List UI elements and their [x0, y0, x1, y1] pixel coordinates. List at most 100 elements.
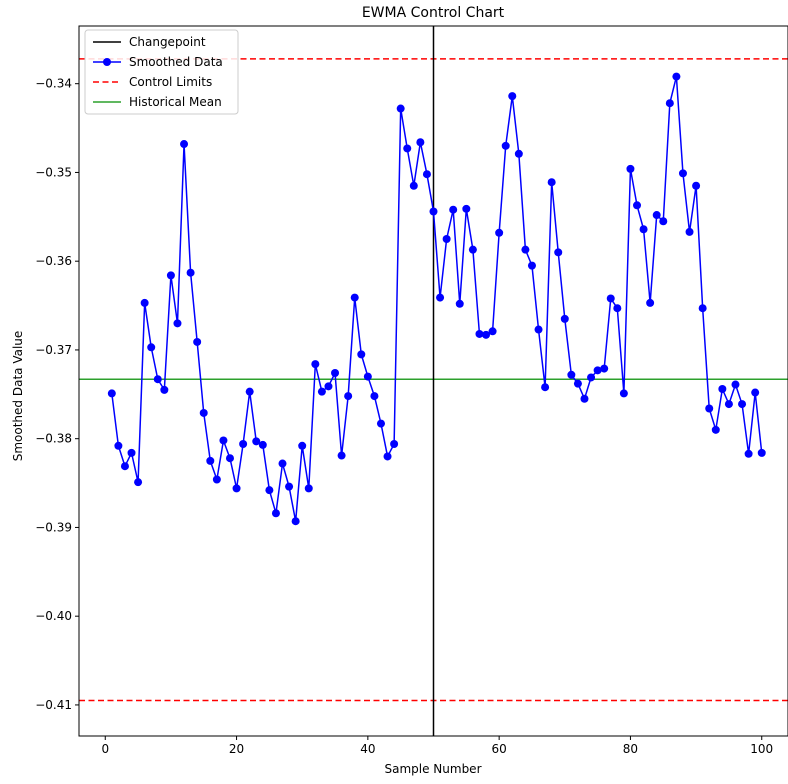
data-point — [455, 299, 464, 308]
data-point — [331, 369, 340, 378]
data-point — [291, 517, 300, 526]
data-point — [560, 314, 569, 323]
plot-area — [78, 25, 788, 737]
data-point — [416, 138, 425, 147]
data-point — [337, 451, 346, 460]
data-point — [580, 394, 589, 403]
data-point — [573, 379, 582, 388]
data-point — [173, 319, 182, 328]
data-point — [731, 380, 740, 389]
data-point — [436, 293, 445, 302]
y-tick-label: −0.35 — [35, 165, 72, 179]
data-point — [403, 144, 412, 153]
data-point — [147, 343, 156, 352]
data-point — [107, 389, 116, 398]
y-tick-label: −0.38 — [35, 432, 72, 446]
data-point — [501, 141, 510, 150]
data-point — [619, 389, 628, 398]
data-point — [324, 382, 333, 391]
plot-content — [79, 26, 788, 736]
data-point — [127, 448, 136, 457]
data-point — [199, 408, 208, 417]
data-point — [390, 440, 399, 449]
data-point — [422, 170, 431, 179]
data-point — [383, 452, 392, 461]
data-point — [495, 228, 504, 237]
data-point — [698, 304, 707, 313]
data-point — [298, 441, 307, 450]
data-point — [357, 350, 366, 359]
data-point — [370, 392, 379, 401]
y-axis-label: Smoothed Data Value — [11, 331, 25, 462]
data-point — [239, 440, 248, 449]
data-point — [521, 245, 530, 254]
data-point — [114, 441, 123, 450]
data-point — [541, 383, 550, 392]
data-point — [639, 225, 648, 234]
data-point — [744, 449, 753, 458]
data-point — [442, 235, 451, 243]
data-point — [153, 375, 162, 384]
legend-label: Historical Mean — [129, 95, 222, 109]
legend-swatch-marker — [103, 58, 111, 66]
data-point — [285, 482, 294, 491]
data-point — [180, 140, 189, 149]
data-point — [705, 404, 714, 413]
data-point — [600, 364, 609, 373]
data-point — [304, 484, 313, 493]
chart-title: EWMA Control Chart — [362, 5, 505, 21]
data-point — [120, 462, 129, 471]
data-point — [252, 437, 261, 446]
data-point — [724, 400, 733, 409]
data-point — [672, 72, 681, 81]
data-point — [475, 329, 484, 338]
x-tick-label: 80 — [623, 742, 638, 756]
data-point — [409, 181, 418, 190]
data-point — [206, 456, 215, 465]
data-point — [278, 459, 287, 468]
data-point — [508, 92, 517, 101]
plot-frame — [78, 25, 788, 737]
data-point — [567, 370, 576, 379]
data-point — [554, 248, 563, 257]
series-line-smoothed-data — [111, 75, 763, 522]
data-point — [166, 271, 175, 280]
data-point — [317, 387, 326, 396]
data-point — [685, 227, 694, 236]
data-point — [350, 293, 359, 302]
data-point — [468, 245, 477, 254]
y-tick-label: −0.37 — [35, 343, 72, 357]
data-point — [593, 366, 602, 375]
data-point — [134, 478, 143, 487]
data-point — [587, 373, 596, 382]
data-point — [363, 372, 372, 381]
data-point — [396, 104, 405, 113]
data-point — [140, 298, 149, 307]
legend-label: Changepoint — [129, 35, 206, 49]
data-point — [482, 330, 491, 339]
data-point — [751, 388, 760, 397]
data-point — [376, 419, 385, 428]
y-tick-label: −0.41 — [35, 698, 72, 712]
data-point — [665, 99, 674, 108]
data-point — [757, 448, 766, 457]
data-point — [232, 484, 241, 493]
data-point — [633, 201, 642, 210]
data-point — [711, 425, 720, 434]
data-point — [219, 436, 228, 445]
data-point — [271, 509, 280, 518]
data-point — [613, 304, 622, 313]
legend: Changepoint Smoothed Data Control Limits Hi… — [84, 29, 239, 115]
legend-label: Smoothed Data — [129, 55, 223, 69]
data-point — [527, 261, 536, 270]
legend-box — [84, 29, 239, 115]
data-point — [265, 486, 274, 495]
data-point — [186, 268, 195, 277]
x-tick-label: 20 — [229, 742, 244, 756]
y-tick-label: −0.39 — [35, 520, 72, 534]
axis-ticks: 0 20 40 60 80 100 −0.41 −0.40 −0.39 −0.38 −0.37 −0.… — [35, 77, 773, 756]
data-point — [193, 337, 202, 346]
x-tick-label: 40 — [360, 742, 375, 756]
